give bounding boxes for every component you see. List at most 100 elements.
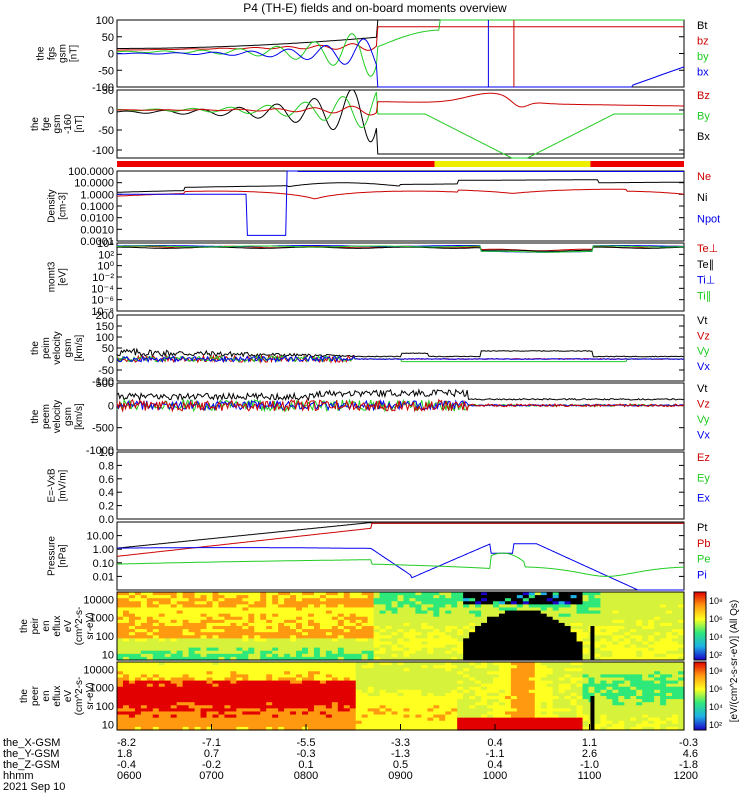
spec-cell — [331, 717, 339, 722]
spec-cell — [493, 650, 500, 655]
spec-cell — [606, 644, 613, 649]
spec-cell — [367, 647, 375, 652]
spec-cell — [230, 720, 237, 725]
spec-cell — [361, 714, 369, 719]
spec-cell — [224, 708, 231, 713]
spec-cell — [427, 632, 434, 636]
spec-cell — [678, 686, 685, 691]
spec-cell — [660, 635, 667, 639]
spec-cell — [576, 641, 584, 646]
spec-cell — [678, 714, 685, 719]
spec-cell — [642, 717, 649, 722]
spec-cell — [176, 647, 184, 652]
spec-cell — [254, 653, 261, 658]
spec-cell — [678, 720, 685, 725]
spec-cell — [582, 686, 590, 691]
spec-cell — [337, 607, 345, 612]
spec-cell — [319, 699, 327, 703]
spec-cell — [224, 720, 231, 725]
spec-cell — [373, 662, 381, 666]
spec-cell — [409, 711, 417, 716]
spec-cell — [296, 607, 303, 612]
spec-cell — [457, 714, 464, 719]
spec-cell — [552, 626, 560, 630]
spec-cell — [618, 638, 625, 643]
spec-cell — [391, 686, 399, 691]
spec-cell — [498, 714, 506, 719]
pressure-pt-line — [116, 522, 684, 549]
spec-cell — [302, 650, 309, 655]
spec-cell — [325, 689, 333, 694]
spec-cell — [439, 699, 446, 703]
spec-cell — [170, 720, 178, 725]
spec-cell — [218, 665, 226, 669]
spec-cell — [337, 613, 345, 618]
spec-cell — [558, 604, 566, 609]
spec-cell — [266, 711, 273, 716]
spec-cell — [230, 635, 237, 639]
spec-cell — [409, 650, 417, 655]
ephemeris-value: 0900 — [388, 770, 412, 782]
spec-cell — [451, 622, 458, 627]
spec-cell — [319, 644, 327, 649]
spec-cell — [540, 647, 548, 652]
spec-cell — [325, 601, 333, 605]
spec-cell — [451, 632, 458, 636]
colorbar-tick: 10⁸ — [709, 596, 723, 606]
spec-cell — [379, 686, 387, 691]
spec-cell — [660, 677, 667, 682]
spec-cell — [290, 607, 297, 612]
spec-cell — [296, 726, 303, 731]
spec-cell — [266, 708, 273, 713]
legend-entry-Te⊥: Te⊥ — [697, 243, 718, 255]
spec-cell — [158, 610, 166, 615]
spec-cell — [510, 699, 518, 703]
spec-cell — [678, 653, 685, 658]
spec-cell — [528, 635, 536, 639]
spec-cell — [337, 644, 345, 649]
spec-cell — [200, 607, 208, 612]
spec-cell — [612, 702, 619, 706]
spec-cell — [576, 723, 584, 728]
spec-cell — [140, 629, 148, 633]
spec-cell — [134, 647, 142, 652]
spec-cell — [284, 622, 291, 627]
spec-cell — [254, 641, 261, 646]
spec-cell — [630, 714, 637, 719]
spec-cell — [445, 683, 452, 688]
spec-cell — [654, 653, 661, 658]
spec-cell — [564, 632, 572, 636]
spec-cell — [337, 726, 345, 731]
spec-cell — [672, 598, 679, 602]
spec-cell — [272, 638, 279, 643]
spec-cell — [582, 598, 590, 602]
spec-cell — [331, 705, 339, 709]
spec-cell — [224, 595, 231, 599]
spec-cell — [260, 668, 267, 672]
spec-cell — [325, 665, 333, 669]
spec-cell — [606, 610, 613, 615]
spec-cell — [122, 662, 130, 666]
spec-cell — [493, 692, 500, 697]
spec-cell — [200, 653, 208, 658]
spec-cell — [260, 629, 267, 633]
spec-cell — [134, 680, 142, 685]
spec-cell — [325, 699, 333, 703]
spec-cell — [325, 723, 333, 728]
spec-cell — [570, 662, 578, 666]
spec-cell — [349, 705, 357, 709]
spec-cell — [302, 723, 309, 728]
spec-cell — [624, 717, 631, 722]
spec-cell — [343, 720, 351, 725]
spec-cell — [236, 635, 243, 639]
spec-cell — [284, 607, 291, 612]
spec-cell — [666, 714, 673, 719]
spec-cell — [672, 726, 679, 731]
spec-cell — [146, 647, 154, 652]
spec-cell — [170, 653, 178, 658]
spec-cell — [570, 635, 578, 639]
spec-cell — [331, 629, 339, 633]
spec-cell — [504, 692, 512, 697]
spec-cell — [373, 613, 381, 618]
spec-cell — [421, 726, 428, 731]
